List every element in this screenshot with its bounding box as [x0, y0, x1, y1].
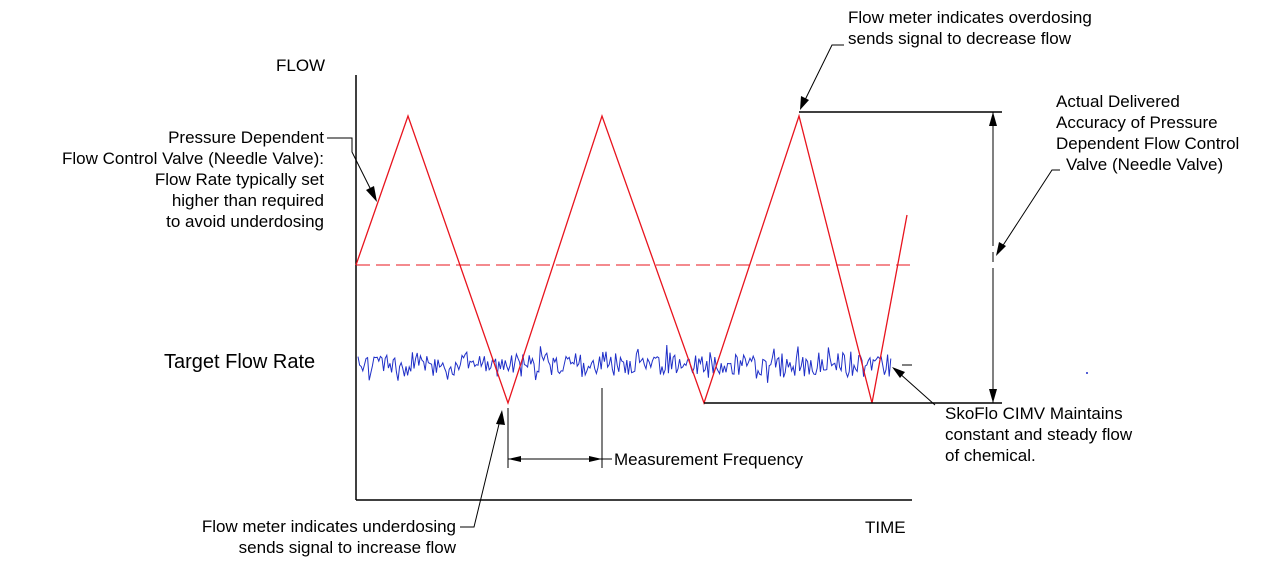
overdosing-annotation: Flow meter indicates overdosing sends si…: [848, 7, 1092, 49]
underdosing-line-2: sends signal to increase flow: [238, 538, 456, 557]
needle-valve-leader: [327, 137, 375, 197]
needle-valve-line-5: to avoid underdosing: [166, 212, 324, 231]
skoflo-line-2: constant and steady flow: [945, 425, 1133, 444]
skoflo-line-3: of chemical.: [945, 446, 1036, 465]
skoflo-line-1: SkoFlo CIMV Maintains: [945, 404, 1123, 423]
skoflo-steady-flow-line: [357, 344, 892, 383]
underdosing-leader-arrow: [496, 410, 505, 425]
target-flow-rate-label: Target Flow Rate: [164, 351, 316, 373]
overdosing-line-2: sends signal to decrease flow: [848, 29, 1072, 48]
overdosing-leader: [803, 44, 844, 103]
needle-valve-line-4: higher than required: [171, 191, 324, 210]
overdosing-line-1: Flow meter indicates overdosing: [848, 8, 1092, 27]
underdosing-leader: [460, 419, 501, 528]
skoflo-annotation: SkoFlo CIMV Maintains constant and stead…: [945, 403, 1132, 466]
accuracy-annotation: Actual Delivered Accuracy of Pressure De…: [1056, 91, 1239, 175]
measurement-arrow-right: [589, 456, 602, 462]
stray-dot: [1086, 372, 1088, 374]
needle-valve-line-2: Flow Control Valve (Needle Valve):: [61, 149, 324, 168]
needle-valve-annotation: Pressure Dependent Flow Control Valve (N…: [62, 127, 324, 232]
skoflo-leader: [897, 371, 936, 406]
skoflo-leader-arrow: [892, 367, 905, 378]
measurement-frequency-label: Measurement Frequency: [614, 450, 803, 469]
y-axis-label: FLOW: [276, 56, 326, 75]
accuracy-line-2: Accuracy of Pressure: [1056, 113, 1218, 132]
accuracy-arrow-top: [989, 112, 997, 126]
accuracy-leader: [999, 169, 1060, 251]
accuracy-line-3: Dependent Flow Control: [1056, 134, 1240, 153]
accuracy-leader-arrow: [996, 242, 1006, 256]
accuracy-arrow-bottom: [989, 389, 997, 403]
needle-valve-line-1: Pressure Dependent: [168, 128, 324, 147]
x-axis-label: TIME: [865, 518, 906, 537]
needle-valve-line-3: Flow Rate typically set: [154, 170, 324, 189]
underdosing-line-1: Flow meter indicates underdosing: [201, 517, 456, 536]
needle-valve-flow-line: [355, 113, 908, 406]
measurement-arrow-left: [508, 456, 521, 462]
accuracy-line-4: Valve (Needle Valve): [1066, 155, 1224, 174]
needle-valve-leader-arrow: [366, 186, 377, 202]
underdosing-annotation: Flow meter indicates underdosing sends s…: [202, 516, 456, 558]
accuracy-line-1: Actual Delivered: [1056, 92, 1180, 111]
overdosing-leader-arrow: [800, 96, 809, 110]
